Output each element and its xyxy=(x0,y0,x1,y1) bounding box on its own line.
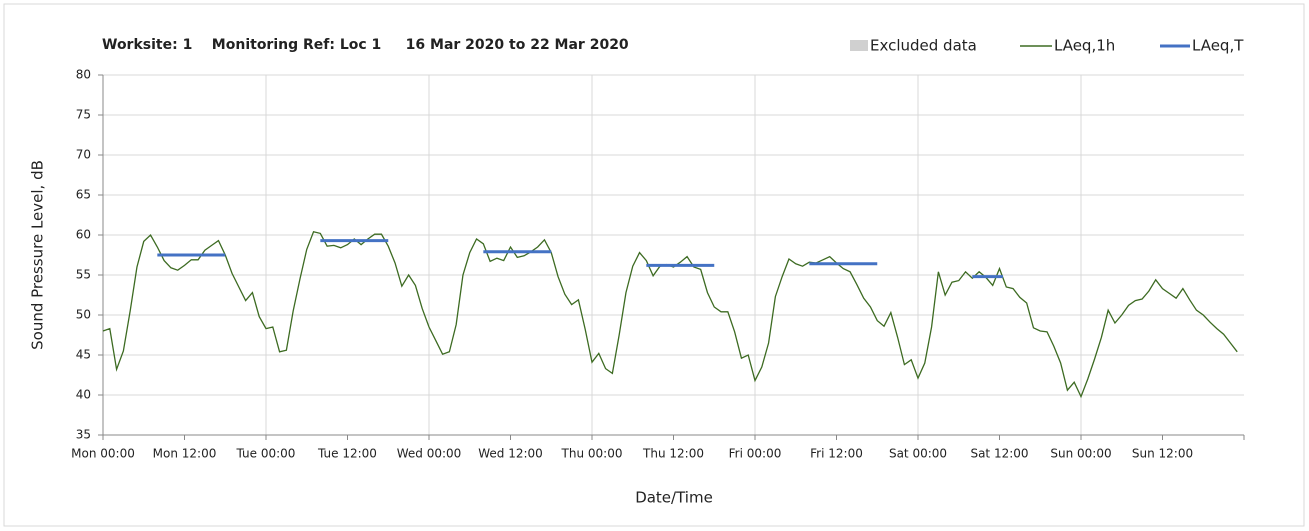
legend-swatch xyxy=(850,40,868,51)
x-tick-label: Thu 00:00 xyxy=(561,447,623,461)
x-tick-label: Sat 12:00 xyxy=(970,447,1028,461)
x-axis-title: Date/Time xyxy=(635,489,713,507)
x-tick-label: Fri 12:00 xyxy=(810,447,863,461)
x-tick-label: Wed 12:00 xyxy=(478,447,543,461)
x-tick-label: Sat 00:00 xyxy=(889,447,947,461)
legend-label: LAeq,T xyxy=(1192,37,1244,55)
x-tick-label: Tue 00:00 xyxy=(236,447,296,461)
y-tick-label: 40 xyxy=(76,388,91,402)
x-tick-label: Sun 12:00 xyxy=(1132,447,1193,461)
chart-title: Worksite: 1 Monitoring Ref: Loc 1 16 Mar… xyxy=(102,37,629,53)
y-tick-label: 55 xyxy=(76,268,91,282)
y-tick-label: 50 xyxy=(76,308,91,322)
y-axis-title: Sound Pressure Level, dB xyxy=(29,160,47,350)
x-tick-label: Fri 00:00 xyxy=(729,447,782,461)
y-tick-label: 80 xyxy=(76,68,91,82)
y-tick-label: 75 xyxy=(76,108,91,122)
y-tick-label: 35 xyxy=(76,428,91,442)
y-tick-label: 65 xyxy=(76,188,91,202)
x-tick-label: Thu 12:00 xyxy=(642,447,704,461)
legend-label: LAeq,1h xyxy=(1054,37,1115,55)
x-tick-label: Wed 00:00 xyxy=(397,447,462,461)
x-tick-label: Sun 00:00 xyxy=(1050,447,1111,461)
x-tick-label: Mon 12:00 xyxy=(153,447,217,461)
x-tick-label: Mon 00:00 xyxy=(71,447,135,461)
y-tick-label: 60 xyxy=(76,228,91,242)
x-tick-label: Tue 12:00 xyxy=(317,447,377,461)
legend-label: Excluded data xyxy=(870,37,977,55)
y-tick-label: 70 xyxy=(76,148,91,162)
y-tick-label: 45 xyxy=(76,348,91,362)
